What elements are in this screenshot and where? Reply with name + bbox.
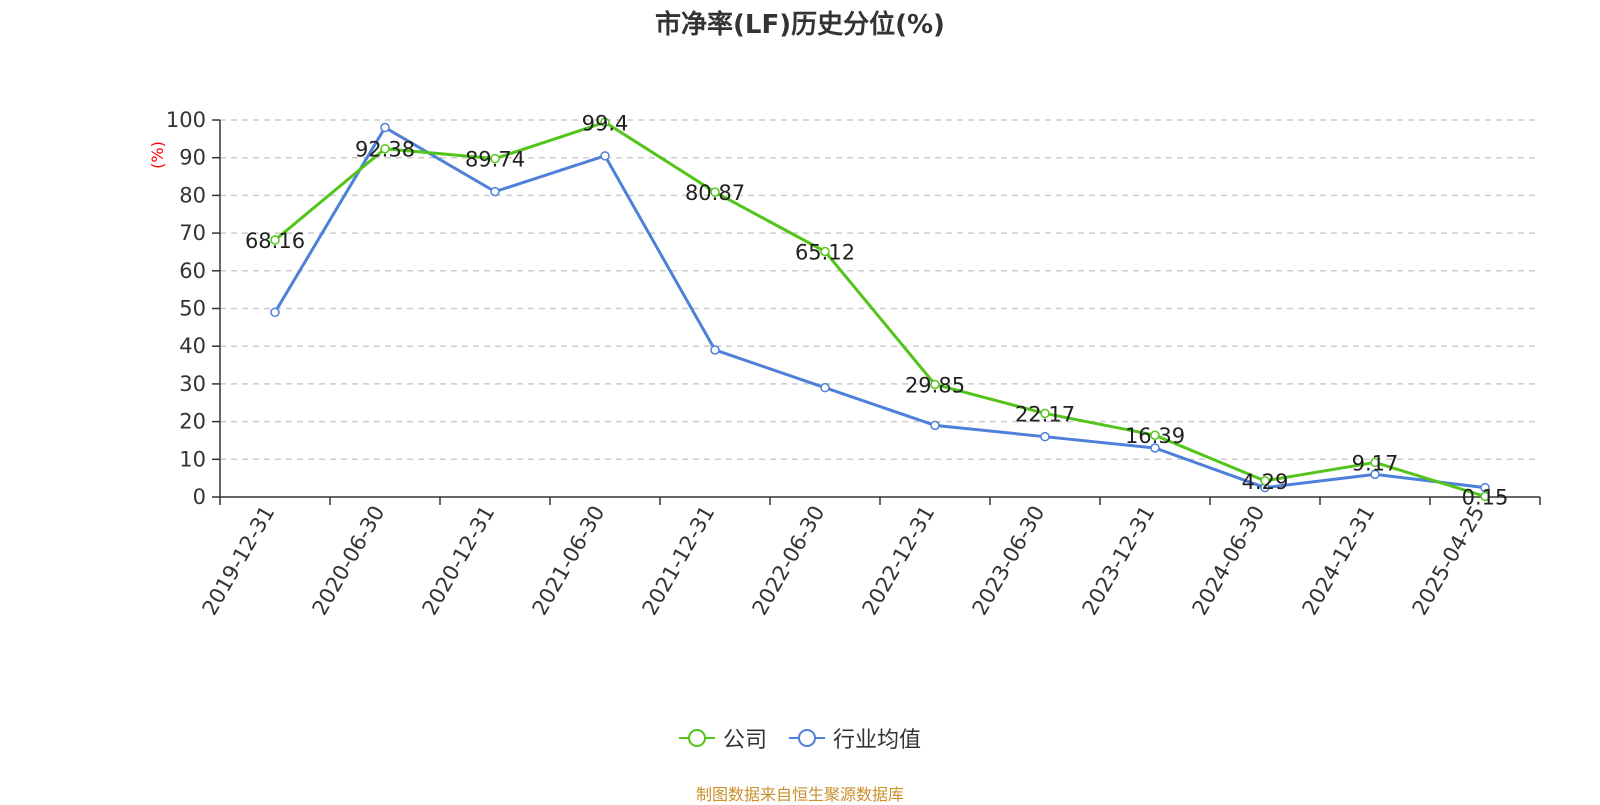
x-tick-label: 2023-12-31 bbox=[1078, 502, 1160, 620]
data-label-company: 68.16 bbox=[245, 229, 305, 253]
y-tick-label: 10 bbox=[179, 447, 206, 471]
x-tick-label: 2023-06-30 bbox=[968, 502, 1050, 620]
data-label-company: 22.17 bbox=[1015, 402, 1075, 426]
x-tick-label: 2024-06-30 bbox=[1188, 502, 1270, 620]
data-label-company: 80.87 bbox=[685, 181, 745, 205]
x-tick-label: 2022-12-31 bbox=[858, 502, 940, 620]
data-label-company: 99.4 bbox=[582, 111, 629, 135]
y-tick-label: 50 bbox=[179, 297, 206, 321]
data-point-industry bbox=[1480, 482, 1490, 493]
data-point-industry bbox=[490, 186, 500, 197]
data-label-company: 9.17 bbox=[1352, 451, 1399, 475]
data-point-industry bbox=[930, 420, 940, 431]
x-tick-label: 2020-12-31 bbox=[418, 502, 500, 620]
y-tick-label: 60 bbox=[179, 259, 206, 283]
data-point-industry bbox=[1150, 443, 1160, 453]
x-tick-label: 2019-12-31 bbox=[198, 502, 280, 620]
data-point-industry bbox=[820, 382, 830, 393]
y-axis-label: (%) bbox=[148, 141, 167, 169]
data-label-company: 29.85 bbox=[905, 373, 965, 397]
data-point-company bbox=[710, 187, 720, 197]
data-point-industry bbox=[1040, 431, 1050, 442]
data-point-company bbox=[1480, 491, 1490, 502]
legend-label-industry: 行业均值 bbox=[833, 728, 922, 753]
series-line-industry bbox=[273, 126, 1486, 490]
data-label-company: 16.39 bbox=[1125, 424, 1185, 448]
legend-item-industry[interactable]: 行业均值 bbox=[789, 722, 921, 754]
data-point-company bbox=[1370, 457, 1380, 468]
x-tick-label: 2021-06-30 bbox=[528, 502, 610, 620]
y-tick-label: 90 bbox=[179, 146, 206, 170]
x-tick-label: 2022-06-30 bbox=[748, 502, 830, 620]
y-tick-label: 30 bbox=[179, 372, 206, 396]
data-label-company: 65.12 bbox=[795, 240, 855, 264]
data-point-company bbox=[270, 235, 280, 245]
y-tick-label: 80 bbox=[179, 183, 206, 207]
legend-marker-industry bbox=[789, 729, 825, 747]
chart-title: 市净率(LF)历史分位(%) bbox=[655, 10, 945, 40]
data-point-company bbox=[930, 379, 940, 390]
y-tick-label: 0 bbox=[193, 485, 206, 509]
data-point-company bbox=[380, 143, 390, 154]
data-source-note: 制图数据来自恒生聚源数据库 bbox=[695, 785, 904, 804]
data-point-industry bbox=[380, 122, 390, 133]
data-point-company bbox=[1150, 430, 1160, 440]
data-point-company bbox=[1260, 476, 1270, 486]
data-point-company bbox=[490, 153, 500, 164]
data-label-company: 92.38 bbox=[355, 138, 415, 162]
x-tick-label: 2020-06-30 bbox=[308, 502, 390, 620]
legend-label-company: 公司 bbox=[722, 728, 767, 753]
series-line-company bbox=[274, 120, 1486, 498]
x-tick-label: 2021-12-31 bbox=[638, 502, 720, 620]
data-point-industry bbox=[710, 345, 720, 355]
data-point-industry bbox=[600, 151, 610, 161]
y-tick-label: 100 bbox=[166, 108, 206, 132]
legend-marker-company bbox=[678, 729, 715, 747]
y-tick-label: 20 bbox=[179, 410, 206, 434]
data-point-company bbox=[1040, 408, 1050, 419]
x-tick-label: 2024-12-31 bbox=[1298, 502, 1380, 620]
data-point-company bbox=[600, 117, 610, 128]
legend-item-company[interactable]: 公司 bbox=[678, 722, 767, 754]
data-label-company: 4.29 bbox=[1242, 470, 1289, 494]
data-point-industry bbox=[270, 307, 280, 318]
x-tick-label: 2025-04-25 bbox=[1408, 502, 1490, 620]
y-tick-label: 40 bbox=[179, 334, 206, 358]
data-point-industry bbox=[1370, 469, 1380, 480]
data-label-company: 0.15 bbox=[1462, 485, 1509, 509]
y-tick-label: 70 bbox=[179, 221, 206, 245]
data-point-company bbox=[820, 246, 830, 257]
data-label-company: 89.74 bbox=[465, 148, 525, 172]
legend: 公司 行业均值 bbox=[0, 722, 1600, 754]
